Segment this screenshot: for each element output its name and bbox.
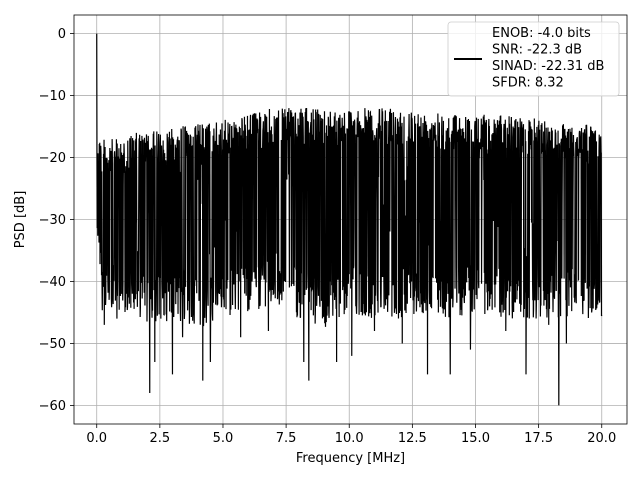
y-tick-label: −40: [39, 275, 66, 290]
psd-line: [96, 33, 603, 406]
y-tick-label: −20: [39, 151, 66, 166]
x-tick-label: 20.0: [587, 431, 616, 446]
y-tick-label: −60: [39, 399, 66, 414]
y-tick-label: −30: [39, 213, 66, 228]
legend-box: [447, 21, 620, 97]
legend-entry: SNR: -22.3 dB: [492, 43, 582, 58]
y-axis-label: PSD [dB]: [13, 191, 28, 249]
y-tick-label: −50: [39, 337, 66, 352]
x-axis-label: Frequency [MHz]: [296, 451, 405, 466]
y-tick-label: 0: [58, 27, 66, 42]
y-tick-label: −10: [39, 89, 66, 104]
x-tick-label: 12.5: [398, 431, 427, 446]
x-tick-label: 7.5: [276, 431, 297, 446]
psd-series: [96, 33, 603, 406]
axes: 0.0 2.5 5.0 7.5 10.0 12.5 15.0 17.5 20.0 0 −10 −20 −…: [39, 14, 628, 446]
x-tick-label: 15.0: [461, 431, 490, 446]
x-tick-label: 5.0: [213, 431, 234, 446]
legend-entry: SINAD: -22.31 dB: [492, 59, 604, 74]
x-tick-label: 2.5: [150, 431, 171, 446]
x-tick-label: 10.0: [335, 431, 364, 446]
x-tick-label: 17.5: [524, 431, 553, 446]
legend-entry: ENOB: -4.0 bits: [492, 26, 591, 41]
legend-entry: SFDR: 8.32: [492, 76, 564, 91]
x-tick-label: 0.0: [86, 431, 107, 446]
plot-frame: [73, 14, 628, 425]
